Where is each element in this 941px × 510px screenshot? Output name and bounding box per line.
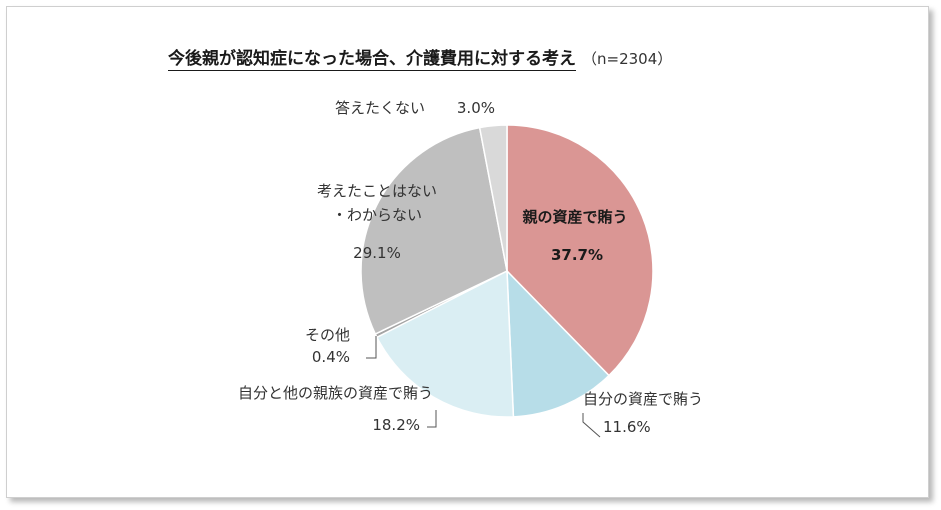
- pie-slice-parents-assets: [506, 124, 654, 377]
- slice-label-parents-assets: 親の資産で賄う: [522, 208, 627, 226]
- pie-slice-self-and-relatives: [375, 269, 515, 418]
- pie-slice-not-considered: [360, 126, 508, 335]
- slice-value-other: 0.4%: [312, 348, 350, 366]
- pie-slices: [360, 124, 654, 418]
- chart-title: 今後親が認知症になった場合、介護費用に対する考え （n=2304）: [168, 44, 673, 71]
- pie-slice-no-answer: [478, 124, 508, 272]
- leader-own-assets: [582, 413, 601, 438]
- slice-label-not-considered: ・わからない: [332, 206, 422, 224]
- chart-title-text: 今後親が認知症になった場合、介護費用に対する考え: [168, 49, 576, 71]
- slice-value-not-considered: 29.1%: [353, 244, 401, 262]
- slice-label-other: その他: [305, 326, 350, 344]
- slice-value-no-answer: 3.0%: [457, 99, 495, 117]
- chart-sample-size: （n=2304）: [582, 50, 673, 68]
- slice-label-no-answer: 答えたくない: [335, 99, 425, 117]
- slice-label-self-and-relatives: 自分と他の親族の資産で賄う: [238, 384, 433, 402]
- pie-slice-own-assets: [506, 269, 610, 418]
- slice-label-own-assets: 自分の資産で賄う: [583, 390, 703, 408]
- leader-other: [366, 336, 377, 359]
- leader-lines: [366, 336, 601, 438]
- slice-labels: 親の資産で賄う 37.7% 自分の資産で賄う 11.6% 自分と他の親族の資産で賄う 18…: [238, 99, 703, 436]
- slice-value-own-assets: 11.6%: [603, 418, 651, 436]
- slice-label-not-considered: 考えたことはない: [317, 182, 437, 200]
- slice-value-self-and-relatives: 18.2%: [372, 416, 420, 434]
- leader-self-and-relatives: [427, 410, 437, 428]
- slice-value-parents-assets: 37.7%: [551, 246, 603, 264]
